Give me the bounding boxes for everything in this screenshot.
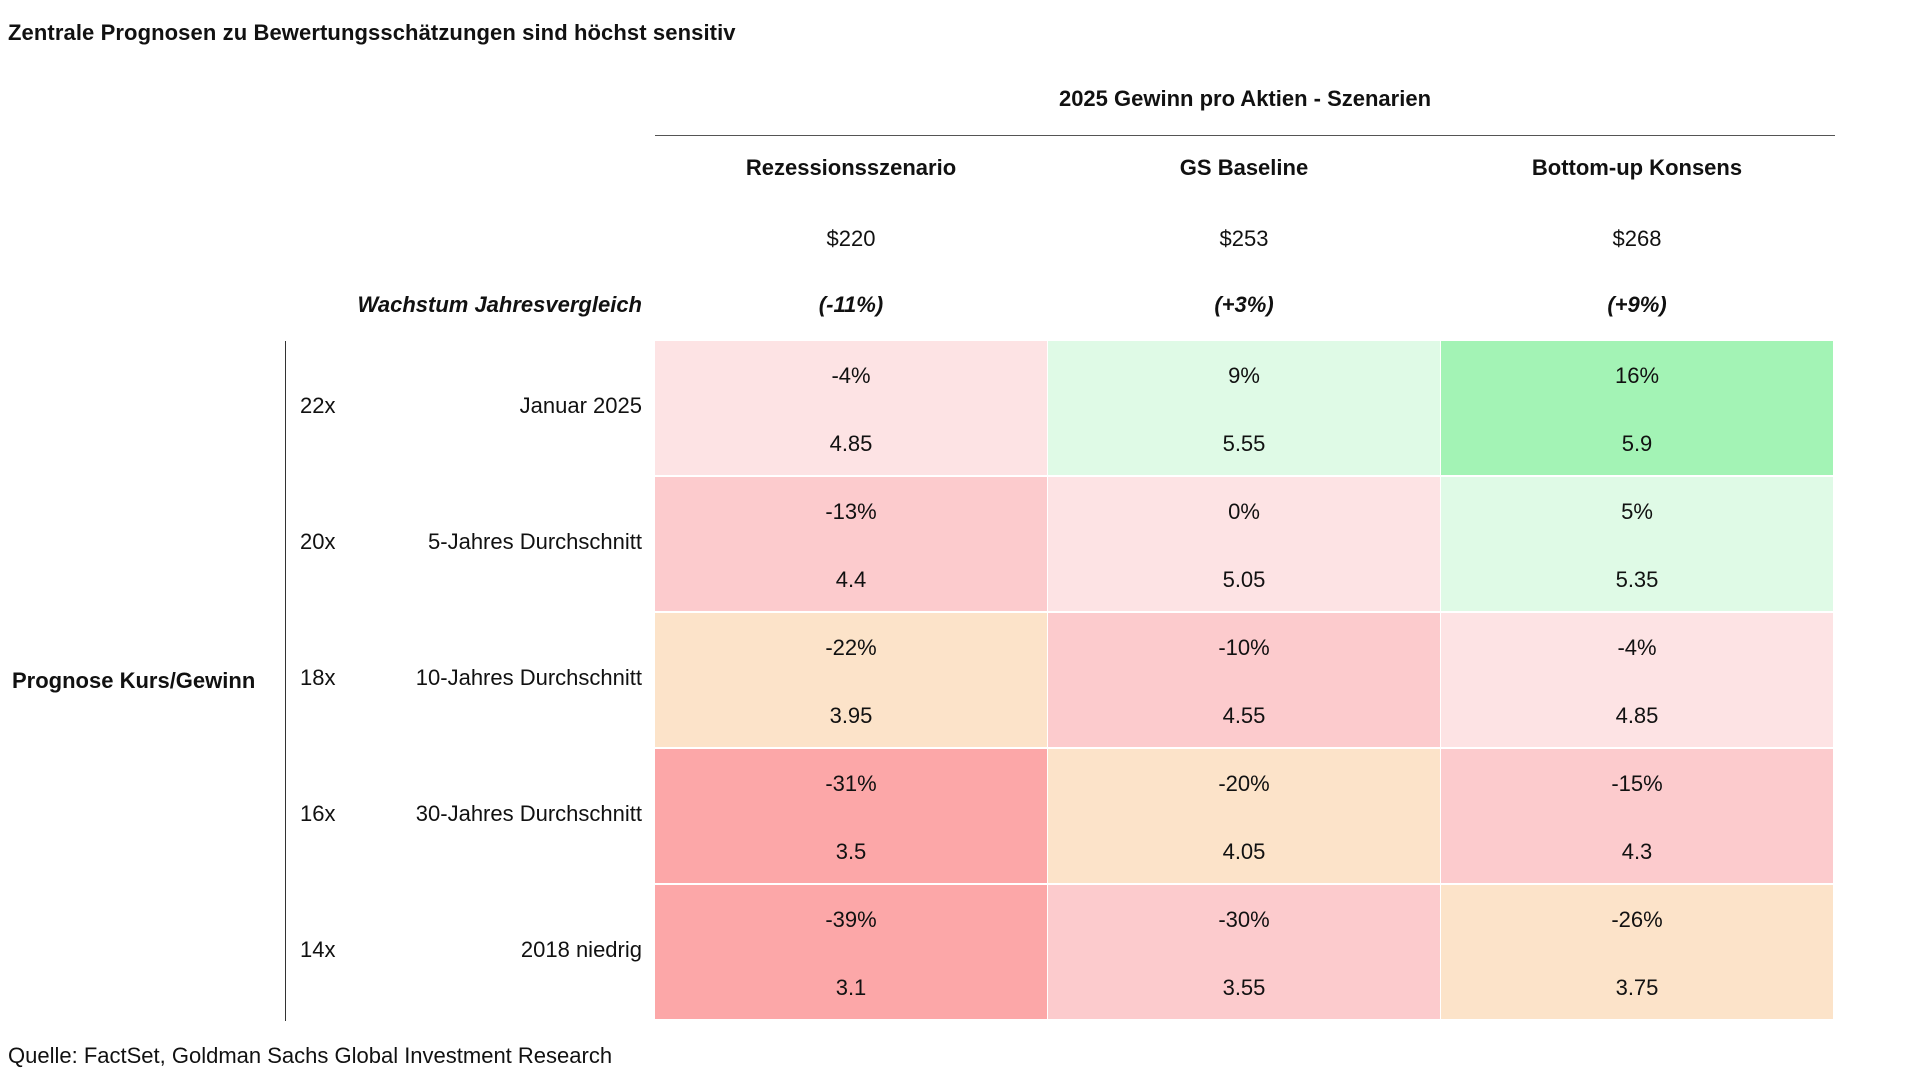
cell-percent-change: 5% (1621, 499, 1653, 524)
heatmap-cell: -30% 3.55 (1048, 885, 1440, 1019)
row-label: 5-Jahres Durchschnitt (428, 529, 642, 554)
cell-value: 5.35 (1615, 567, 1659, 592)
pe-multiple: 20x (300, 529, 336, 554)
cell-value: 4.05 (1222, 839, 1266, 864)
cell-value: 4.4 (835, 567, 867, 592)
cell-value: 4.85 (1615, 703, 1659, 728)
heatmap-cell: -10% 4.55 (1048, 613, 1440, 747)
cell-value: 4.3 (1621, 839, 1653, 864)
cell-percent-change: -26% (1611, 907, 1663, 932)
cell-value: 3.1 (835, 975, 867, 1000)
cell-percent-change: 16% (1614, 363, 1660, 388)
cell-percent-change: -22% (825, 635, 877, 660)
column-header-gs-baseline: GS Baseline (1179, 155, 1309, 180)
cell-percent-change: -15% (1611, 771, 1663, 796)
cell-value: 5.55 (1222, 431, 1266, 456)
cell-percent-change: -39% (825, 907, 877, 932)
heatmap-cell: -4% 4.85 (655, 341, 1047, 475)
heatmap-cell: -22% 3.95 (655, 613, 1047, 747)
pe-multiple: 14x (300, 937, 336, 962)
heatmap-cell: -4% 4.85 (1441, 613, 1833, 747)
cell-value: 5.05 (1222, 567, 1266, 592)
page-title: Zentrale Prognosen zu Bewertungsschätzun… (8, 20, 736, 45)
cell-percent-change: -4% (1617, 635, 1657, 660)
row-label: 30-Jahres Durchschnitt (415, 801, 642, 826)
heatmap-cell: -26% 3.75 (1441, 885, 1833, 1019)
column-header-recession: Rezessionsszenario (745, 155, 957, 180)
heatmap-cell: -15% 4.3 (1441, 749, 1833, 883)
growth-row-label: Wachstum Jahresvergleich (357, 292, 643, 317)
cell-percent-change: -20% (1218, 771, 1270, 796)
heatmap-cell: 5% 5.35 (1441, 477, 1833, 611)
cell-value: 3.5 (835, 839, 867, 864)
heatmap-cell: -31% 3.5 (655, 749, 1047, 883)
cell-value: 5.9 (1621, 431, 1653, 456)
cell-percent-change: -31% (825, 771, 877, 796)
row-label: 2018 niedrig (520, 937, 642, 962)
row-label: Januar 2025 (519, 393, 642, 418)
cell-percent-change: -10% (1218, 635, 1270, 660)
growth-recession: (-11%) (818, 292, 884, 317)
row-group-header: Prognose Kurs/Gewinn (12, 668, 256, 693)
cell-value: 3.75 (1615, 975, 1659, 1000)
column-group-header: 2025 Gewinn pro Aktien - Szenarien (1058, 86, 1432, 111)
heatmap-cell: 16% 5.9 (1441, 341, 1833, 475)
heatmap-cell: 9% 5.55 (1048, 341, 1440, 475)
heatmap-cell: 0% 5.05 (1048, 477, 1440, 611)
cell-percent-change: 0% (1228, 499, 1260, 524)
cell-value: 4.85 (829, 431, 873, 456)
heatmap-cell: -39% 3.1 (655, 885, 1047, 1019)
pe-multiple: 16x (300, 801, 336, 826)
heatmap-cell: -13% 4.4 (655, 477, 1047, 611)
row-label: 10-Jahres Durchschnitt (415, 665, 642, 690)
pe-multiple: 22x (300, 393, 336, 418)
column-header-bottom-up: Bottom-up Konsens (1531, 155, 1743, 180)
eps-recession: $220 (826, 226, 876, 251)
cell-value: 4.55 (1222, 703, 1266, 728)
eps-bottom-up: $268 (1612, 226, 1662, 251)
cell-percent-change: -13% (825, 499, 877, 524)
growth-gs-baseline: (+3%) (1214, 292, 1274, 317)
source-note: Quelle: FactSet, Goldman Sachs Global In… (8, 1043, 613, 1068)
cell-value: 3.55 (1222, 975, 1266, 1000)
cell-percent-change: -30% (1218, 907, 1270, 932)
cell-percent-change: 9% (1228, 363, 1260, 388)
heatmap-cell: -20% 4.05 (1048, 749, 1440, 883)
row-group-divider (285, 341, 286, 1021)
cell-value: 3.95 (829, 703, 873, 728)
pe-multiple: 18x (300, 665, 336, 690)
column-group-divider (655, 135, 1835, 136)
cell-percent-change: -4% (831, 363, 871, 388)
eps-gs-baseline: $253 (1219, 226, 1269, 251)
growth-bottom-up: (+9%) (1607, 292, 1667, 317)
